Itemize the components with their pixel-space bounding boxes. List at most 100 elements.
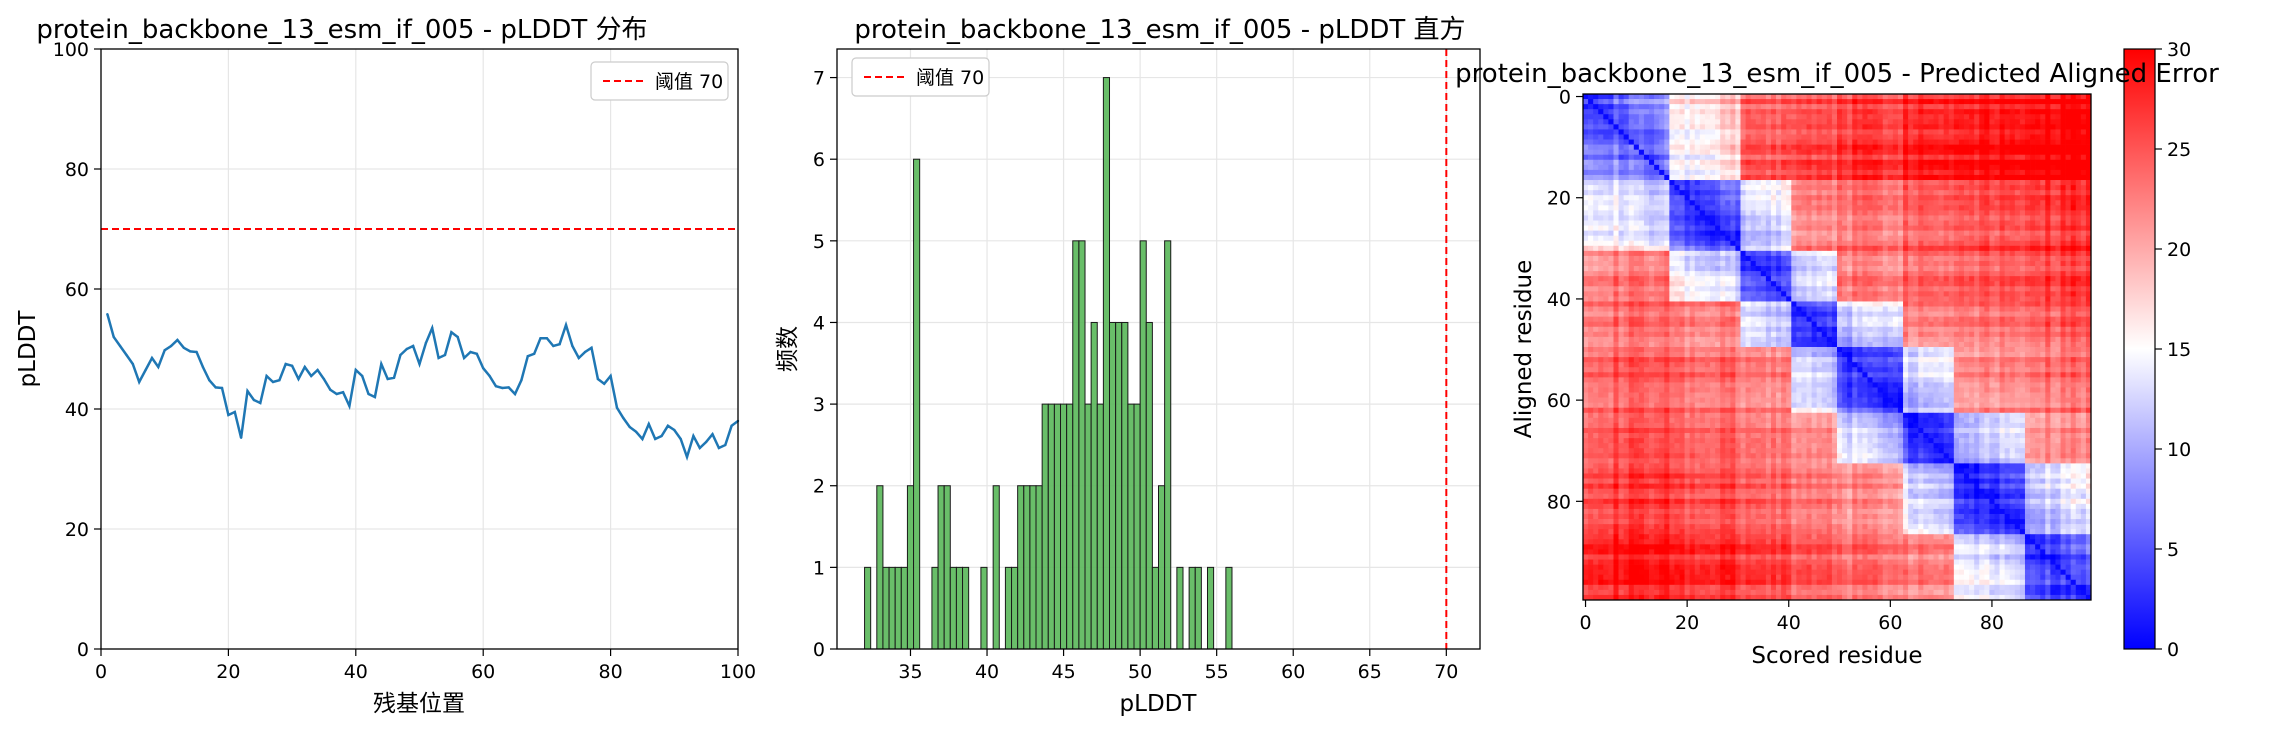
heatmap-cell [1857, 260, 1863, 267]
heatmap-cell [1659, 94, 1665, 100]
heatmap-cell [1765, 164, 1772, 171]
line-chart-point [666, 424, 670, 427]
heatmap-cell [1974, 154, 1980, 161]
heatmap-cell [2085, 144, 2092, 151]
heatmap-cell [2004, 291, 2011, 297]
heatmap-cell [1623, 306, 1630, 312]
heatmap-cell [1694, 331, 1701, 338]
heatmap-cell [2050, 174, 2056, 181]
heatmap-cell [1679, 124, 1685, 130]
heatmap-cell [1821, 286, 1828, 292]
heatmap-cell [1908, 255, 1914, 262]
heatmap-cell [1770, 119, 1777, 125]
heatmap-cell [1638, 114, 1645, 120]
heatmap-cell [1923, 159, 1929, 166]
heatmap-cell [1847, 215, 1853, 221]
heatmap-cell [1999, 169, 2005, 176]
heatmap-cell [2075, 205, 2082, 211]
heatmap-cell [1943, 326, 1950, 333]
heatmap-cell [2085, 301, 2092, 307]
heatmap-cell [1837, 286, 1843, 292]
heatmap-cell [1989, 220, 1995, 226]
heatmap-cell [1958, 266, 1965, 272]
heatmap-cell [2055, 326, 2061, 333]
heatmap-cell [2035, 260, 2041, 267]
heatmap-cell [1887, 159, 1894, 166]
heatmap-cell [1583, 266, 1589, 272]
heatmap-cell [2040, 260, 2046, 267]
heatmap-cell [1791, 169, 1797, 176]
heatmap-cell [1628, 195, 1635, 201]
heatmap-cell [1816, 124, 1823, 130]
heatmap-cell [2050, 230, 2056, 237]
heatmap-cell [1694, 210, 1701, 216]
heatmap-cell [1791, 119, 1797, 125]
heatmap-cell [1669, 286, 1675, 292]
heatmap-cell [2070, 164, 2077, 171]
heatmap-cell [1725, 286, 1731, 292]
heatmap-cell [1593, 164, 1599, 171]
heatmap-cell [1923, 200, 1929, 206]
heatmap-cell [1867, 210, 1873, 216]
heatmap-cell [2045, 139, 2051, 145]
heatmap-cell [1831, 230, 1838, 237]
heatmap-cell [2024, 326, 2031, 333]
heatmap-cell [1674, 225, 1680, 231]
heatmap-cell [1953, 174, 1960, 181]
heatmap-cell [1755, 200, 1762, 206]
heatmap-cell [1638, 99, 1645, 105]
heatmap-cell [1953, 296, 1960, 302]
heatmap-cell [1872, 271, 1878, 277]
heatmap-cell [1704, 134, 1711, 140]
heatmap-cell [1689, 104, 1696, 110]
heatmap-cell [1867, 276, 1873, 282]
heatmap-cell [2009, 235, 2016, 242]
heatmap-cell [1923, 180, 1929, 186]
heatmap-cell [2060, 250, 2066, 257]
heatmap-cell [1664, 276, 1670, 282]
heatmap-cell [2075, 210, 2082, 216]
heatmap-cell [1938, 301, 1945, 307]
heatmap-cell [1649, 311, 1655, 317]
heatmap-cell [1943, 159, 1950, 166]
heatmap-cell [1847, 195, 1853, 201]
heatmap-cell [1588, 119, 1594, 125]
heatmap-cell [2070, 149, 2077, 156]
heatmap-cell [1674, 190, 1680, 196]
heatmap-cell [1887, 271, 1894, 277]
heatmap-cell [1593, 281, 1599, 287]
heatmap-cell [1725, 296, 1731, 302]
heatmap-cell [1638, 185, 1645, 191]
heatmap-cell [1953, 99, 1960, 105]
heatmap-cell [1831, 245, 1838, 252]
heatmap-cell [1994, 169, 2000, 176]
heatmap-cell [1821, 109, 1828, 115]
heatmap-cell [1770, 94, 1777, 100]
heatmap-cell [2060, 260, 2066, 267]
heatmap-cell [1943, 205, 1950, 211]
line-chart-point [552, 344, 555, 348]
heatmap-cell [1669, 149, 1675, 156]
heatmap-cell [1903, 276, 1909, 282]
heatmap-cell [1730, 119, 1736, 125]
heatmap-cell [1715, 326, 1721, 333]
heatmap-cell [2019, 139, 2026, 145]
heatmap-cell [1964, 129, 1970, 135]
heatmap-cell [1603, 260, 1609, 267]
heatmap-cell [2014, 200, 2021, 206]
heatmap-cell [1897, 159, 1904, 166]
heatmap-cell [2050, 321, 2056, 328]
heatmap-cell [1918, 296, 1924, 302]
heatmap-cell [1699, 185, 1706, 191]
heatmap-cell [1776, 190, 1782, 196]
heatmap-cell [2055, 190, 2061, 196]
heatmap-cell [1933, 250, 1939, 257]
heatmap-cell [1908, 205, 1914, 211]
heatmap-cell [1628, 276, 1635, 282]
heatmap-cell [1857, 296, 1863, 302]
heatmap-cell [1770, 321, 1777, 328]
heatmap-cell [1948, 240, 1955, 247]
heatmap-cell [1649, 321, 1655, 328]
heatmap-cell [1969, 281, 1975, 287]
heatmap-cell [1801, 230, 1807, 237]
